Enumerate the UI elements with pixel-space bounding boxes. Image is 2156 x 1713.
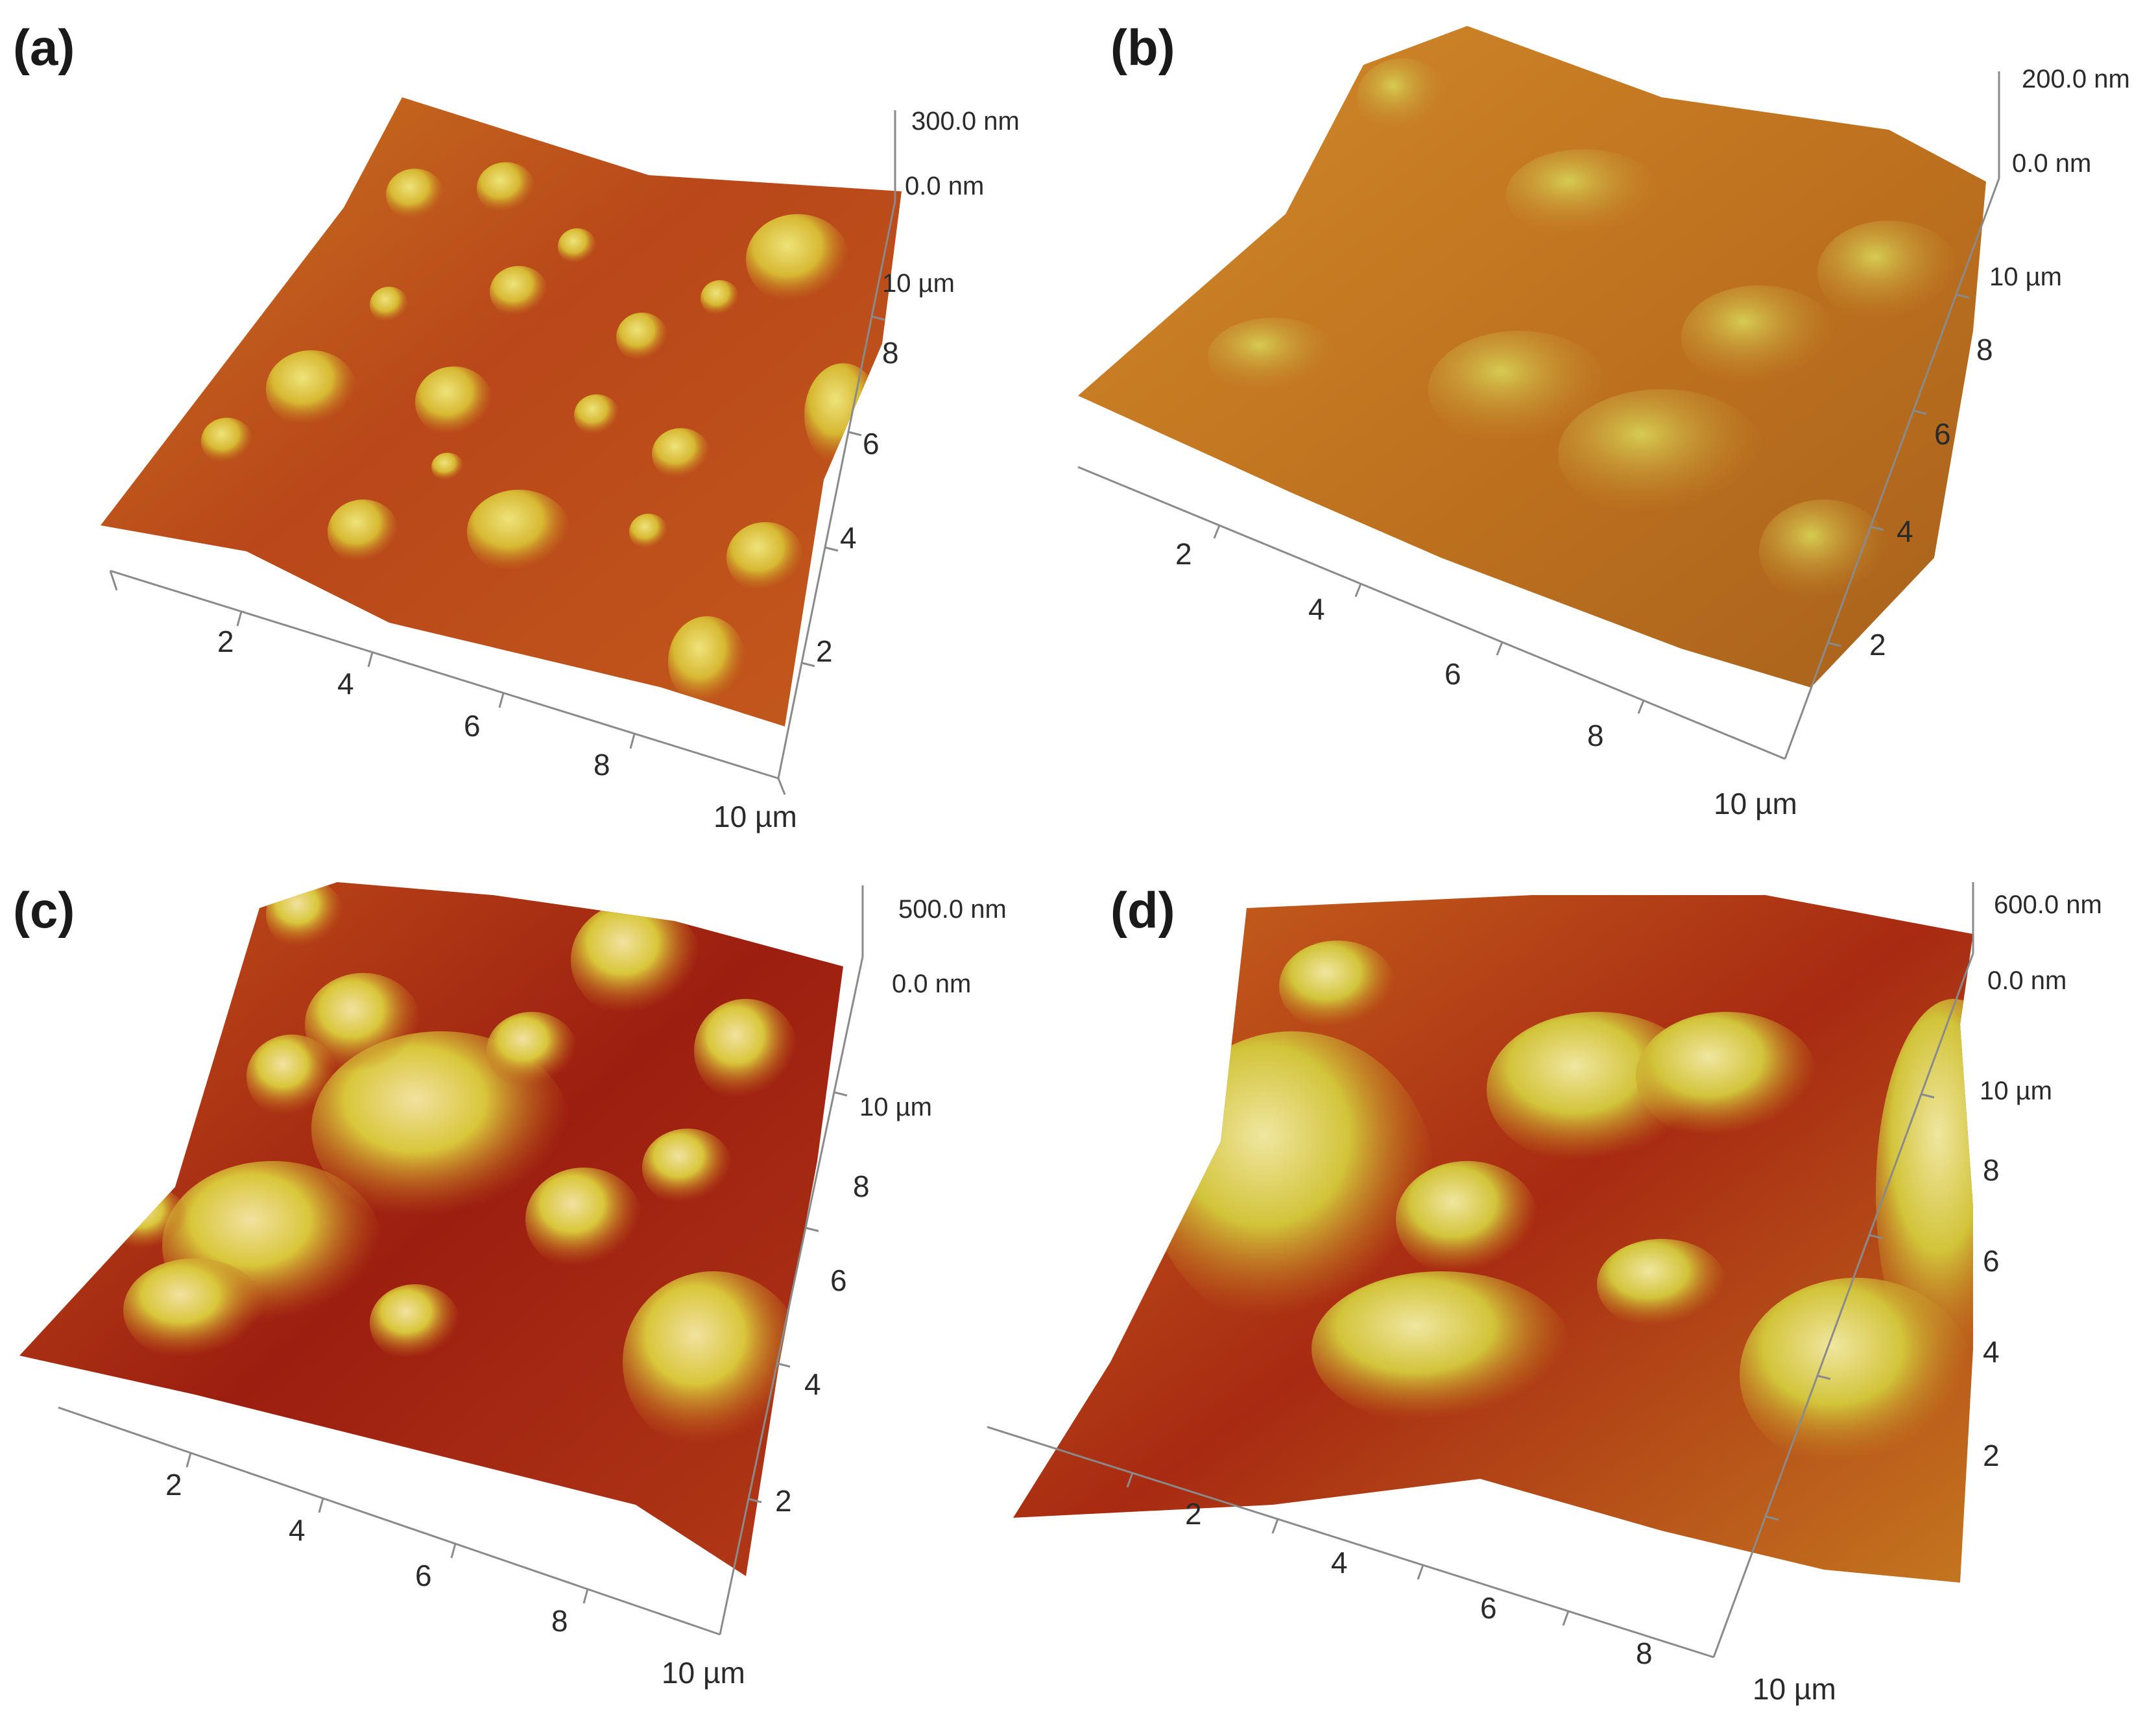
x-tick: 8	[551, 1604, 568, 1638]
y-tick: 2	[1869, 628, 1886, 662]
y-tick: 4	[804, 1367, 821, 1401]
x-end-label: 10 µm	[1714, 787, 1797, 821]
x-tick: 4	[289, 1513, 305, 1547]
panel-c: (c) 500.0 nm 0.0 nm 10 µm 8 6 4 2 2 4 6 …	[0, 856, 1078, 1712]
y-tick: 6	[863, 427, 880, 461]
y-tick: 4	[1897, 514, 1913, 548]
z-max-label: 500.0 nm	[898, 895, 1007, 924]
y-tick: 4	[840, 521, 857, 555]
x-tick: 2	[217, 625, 234, 658]
y-tick: 8	[1976, 333, 1993, 366]
z-min-label: 0.0 nm	[2012, 149, 2091, 178]
y-end-label: 10 µm	[859, 1093, 932, 1121]
x-tick: 4	[337, 667, 354, 701]
x-end-label: 10 µm	[1753, 1672, 1836, 1706]
x-tick: 8	[593, 748, 610, 782]
grains-c	[110, 882, 804, 1453]
y-tick: 8	[853, 1169, 870, 1203]
y-axis-c	[719, 956, 864, 1635]
z-min-label: 0.0 nm	[905, 172, 984, 200]
panel-d: (d) 600.0 nm 0.0 nm 10 µm 8 6 4 2 2 4 6 …	[987, 856, 2156, 1712]
x-tick: 2	[1185, 1497, 1202, 1531]
afm-3d-plot-a: (a) 300.0 nm 0.0 nm 10 µm 8 6 4 2 2 4 6 …	[13, 19, 1020, 833]
x-tick: 6	[1444, 657, 1461, 691]
z-min-label: 0.0 nm	[892, 970, 971, 998]
x-tick: 6	[415, 1559, 432, 1592]
z-max-label: 300.0 nm	[911, 107, 1020, 136]
afm-3d-plot-b: (b) 200.0 nm 0.0 nm 10 µm 8 6 4 2 2 4 6 …	[1077, 19, 2130, 821]
x-tick: 4	[1308, 592, 1325, 626]
y-tick: 4	[1983, 1335, 2000, 1369]
y-tick: 2	[775, 1484, 792, 1518]
x-axis-d	[987, 1426, 1714, 1659]
y-end-label: 10 µm	[1980, 1077, 2052, 1105]
y-tick: 6	[1934, 417, 1951, 451]
x-tick: 2	[1175, 537, 1192, 571]
x-tick: 8	[1636, 1636, 1653, 1670]
surface-a	[101, 97, 902, 726]
nodules-a	[201, 162, 882, 707]
y-tick: 2	[1983, 1439, 2000, 1472]
x-axis-b	[1077, 466, 1786, 760]
x-end-label: 10 µm	[713, 800, 797, 833]
y-end-label: 10 µm	[882, 269, 955, 298]
x-axis-c	[58, 1406, 721, 1636]
y-tick: 2	[816, 634, 833, 668]
panel-b: (b) 200.0 nm 0.0 nm 10 µm 8 6 4 2 2 4 6 …	[1077, 0, 2156, 856]
x-axis-a	[110, 569, 779, 780]
x-tick: 8	[1587, 719, 1604, 752]
x-end-label: 10 µm	[662, 1656, 745, 1690]
x-tick: 6	[1480, 1591, 1497, 1625]
y-tick: 8	[882, 336, 899, 370]
panel-label: (c)	[13, 881, 75, 939]
y-tick: 8	[1983, 1153, 2000, 1187]
y-axis-b	[1784, 178, 2000, 760]
z-max-label: 200.0 nm	[2022, 65, 2130, 93]
afm-3d-plot-c: (c) 500.0 nm 0.0 nm 10 µm 8 6 4 2 2 4 6 …	[13, 881, 1007, 1690]
z-max-label: 600.0 nm	[1994, 891, 2102, 919]
x-tick: 6	[464, 709, 481, 743]
y-tick: 6	[1983, 1244, 2000, 1278]
x-tick: 2	[165, 1468, 182, 1502]
y-end-label: 10 µm	[1989, 263, 2062, 291]
y-axis-a	[777, 200, 896, 779]
y-axis-d	[1712, 953, 1974, 1658]
y-tick: 6	[830, 1264, 847, 1297]
panel-label: (b)	[1110, 19, 1175, 76]
panel-label: (d)	[1110, 881, 1175, 939]
panel-a: (a) 300.0 nm 0.0 nm 10 µm 8 6 4 2 2 4 6 …	[0, 0, 1078, 856]
x-tick: 4	[1331, 1546, 1348, 1579]
grains-b	[1208, 58, 1960, 603]
afm-3d-plot-d: (d) 600.0 nm 0.0 nm 10 µm 8 6 4 2 2 4 6 …	[987, 881, 2102, 1706]
panel-label: (a)	[13, 19, 75, 76]
z-min-label: 0.0 nm	[1987, 966, 2066, 995]
